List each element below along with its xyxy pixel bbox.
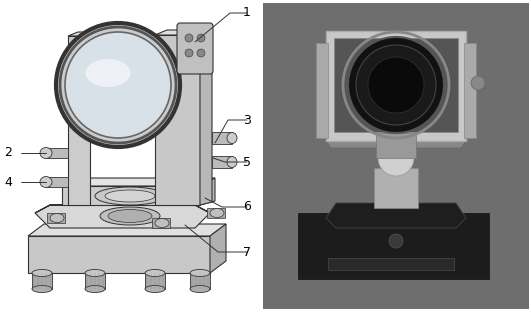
Bar bbox=[145, 273, 165, 289]
Bar bbox=[155, 35, 200, 205]
Polygon shape bbox=[35, 205, 210, 213]
Text: 7: 7 bbox=[243, 246, 251, 259]
Polygon shape bbox=[28, 236, 210, 273]
Text: 2: 2 bbox=[4, 147, 12, 159]
Ellipse shape bbox=[145, 285, 165, 293]
Bar bbox=[334, 38, 458, 132]
Circle shape bbox=[185, 49, 193, 57]
Ellipse shape bbox=[190, 285, 210, 293]
Bar bbox=[47, 213, 65, 223]
Circle shape bbox=[378, 140, 414, 176]
Polygon shape bbox=[200, 178, 215, 205]
Ellipse shape bbox=[50, 213, 64, 222]
Polygon shape bbox=[62, 186, 200, 205]
Circle shape bbox=[60, 27, 176, 143]
Bar bbox=[207, 208, 225, 218]
Polygon shape bbox=[28, 224, 226, 236]
Ellipse shape bbox=[32, 285, 52, 293]
Text: 1: 1 bbox=[243, 7, 251, 19]
Ellipse shape bbox=[100, 207, 160, 225]
Circle shape bbox=[471, 76, 485, 90]
Ellipse shape bbox=[85, 270, 105, 276]
Ellipse shape bbox=[95, 187, 165, 205]
Ellipse shape bbox=[155, 218, 169, 227]
Circle shape bbox=[56, 23, 180, 147]
Ellipse shape bbox=[32, 270, 52, 276]
Circle shape bbox=[368, 57, 424, 113]
Polygon shape bbox=[35, 205, 210, 228]
Circle shape bbox=[197, 34, 205, 42]
Ellipse shape bbox=[190, 270, 210, 276]
Polygon shape bbox=[62, 178, 215, 186]
Polygon shape bbox=[155, 30, 212, 35]
Bar bbox=[328, 258, 454, 270]
Circle shape bbox=[348, 37, 444, 133]
Bar bbox=[190, 273, 210, 289]
Bar bbox=[212, 132, 232, 144]
Polygon shape bbox=[321, 118, 471, 148]
Bar bbox=[152, 218, 170, 228]
Ellipse shape bbox=[210, 208, 224, 217]
Ellipse shape bbox=[227, 157, 237, 168]
Bar bbox=[464, 43, 476, 138]
Polygon shape bbox=[326, 203, 466, 228]
Bar bbox=[32, 273, 52, 289]
Bar bbox=[46, 177, 68, 187]
Circle shape bbox=[389, 234, 403, 248]
Ellipse shape bbox=[145, 270, 165, 276]
Circle shape bbox=[185, 34, 193, 42]
Circle shape bbox=[197, 49, 205, 57]
Bar bbox=[298, 213, 489, 279]
Bar bbox=[212, 156, 232, 168]
Text: 3: 3 bbox=[243, 114, 251, 126]
Circle shape bbox=[356, 45, 436, 125]
Ellipse shape bbox=[105, 190, 155, 202]
Polygon shape bbox=[68, 32, 100, 36]
FancyBboxPatch shape bbox=[326, 31, 466, 141]
Bar bbox=[376, 133, 416, 158]
Ellipse shape bbox=[86, 59, 130, 87]
Ellipse shape bbox=[40, 177, 52, 188]
Ellipse shape bbox=[108, 209, 152, 222]
Bar bbox=[263, 3, 529, 309]
Ellipse shape bbox=[85, 285, 105, 293]
Text: 5: 5 bbox=[243, 155, 251, 168]
Bar bbox=[374, 168, 418, 208]
Text: 6: 6 bbox=[243, 201, 251, 213]
Bar bbox=[316, 43, 328, 138]
Ellipse shape bbox=[40, 148, 52, 158]
Polygon shape bbox=[210, 224, 226, 273]
Polygon shape bbox=[200, 30, 212, 205]
Circle shape bbox=[65, 32, 171, 138]
Bar bbox=[85, 273, 105, 289]
Text: 4: 4 bbox=[4, 175, 12, 188]
Ellipse shape bbox=[227, 133, 237, 144]
Bar bbox=[46, 148, 68, 158]
FancyBboxPatch shape bbox=[177, 23, 213, 74]
Bar bbox=[68, 36, 90, 205]
